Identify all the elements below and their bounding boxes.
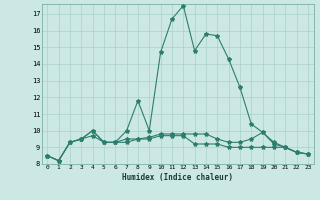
X-axis label: Humidex (Indice chaleur): Humidex (Indice chaleur) (122, 173, 233, 182)
